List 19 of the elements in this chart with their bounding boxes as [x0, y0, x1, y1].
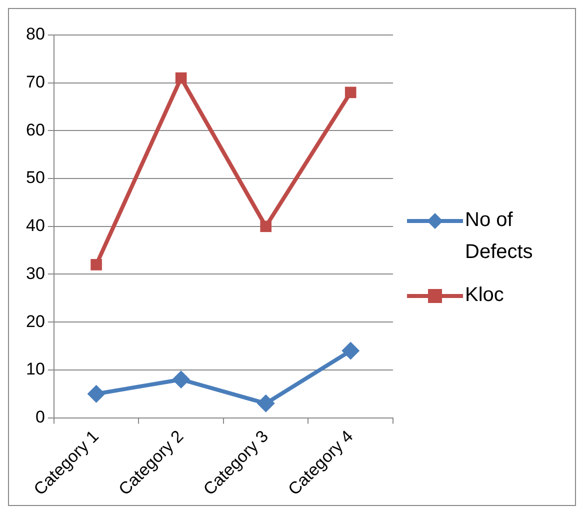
y-tick-label: 80 [26, 24, 45, 44]
y-tick-label: 0 [35, 407, 45, 426]
point [260, 220, 272, 232]
y-tick-label: 30 [26, 264, 45, 283]
legend-label: No of Defects [465, 208, 534, 265]
point [342, 342, 360, 360]
point [87, 384, 106, 403]
y-tick-label: 10 [26, 360, 45, 379]
point [344, 86, 356, 98]
y-tick-label: 20 [26, 312, 45, 331]
y-tick-label: 60 [26, 120, 45, 140]
legend-label: Kloc [465, 283, 504, 308]
point [175, 72, 187, 84]
y-tick-label: 70 [26, 72, 45, 92]
point [90, 259, 102, 270]
y-tick-label: 50 [26, 168, 45, 188]
point [256, 394, 275, 412]
point [172, 370, 190, 388]
y-tick-label: 40 [26, 216, 45, 236]
